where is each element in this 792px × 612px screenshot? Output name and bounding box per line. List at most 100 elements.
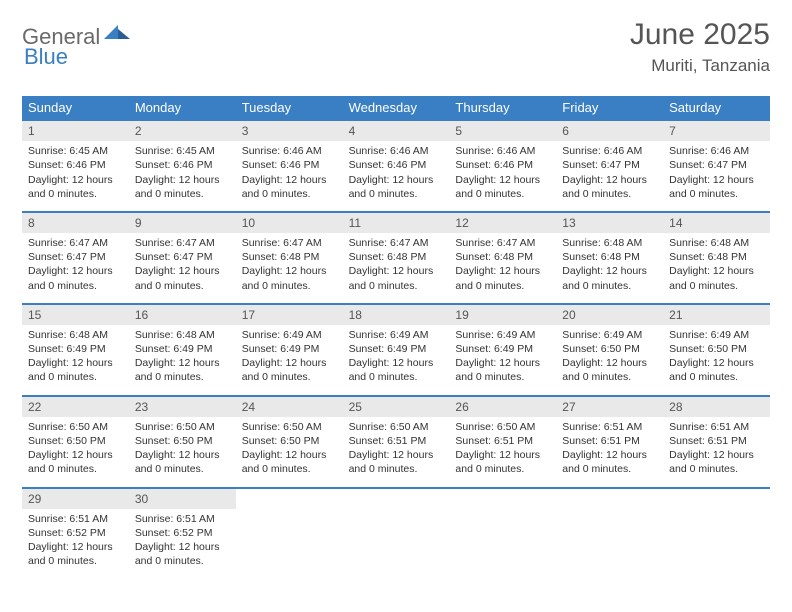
- day-cell: 26 Sunrise: 6:50 AMSunset: 6:51 PMDayligh…: [449, 397, 556, 487]
- sunrise-line: Sunrise: 6:50 AM: [455, 420, 550, 434]
- day-body: Sunrise: 6:46 AMSunset: 6:46 PMDaylight:…: [449, 144, 556, 201]
- weekday-header: Friday: [556, 96, 663, 119]
- day-body: Sunrise: 6:49 AMSunset: 6:50 PMDaylight:…: [663, 328, 770, 385]
- day-cell: 30Sunrise: 6:51 AMSunset: 6:52 PMDayligh…: [129, 489, 236, 579]
- sunrise-line: Sunrise: 6:47 AM: [349, 236, 444, 250]
- sunrise-line: Sunrise: 6:46 AM: [349, 144, 444, 158]
- sunset-line: Sunset: 6:48 PM: [562, 250, 657, 264]
- sunset-line: Sunset: 6:46 PM: [455, 158, 550, 172]
- day-cell: 20Sunrise: 6:49 AMSunset: 6:50 PMDayligh…: [556, 305, 663, 395]
- day-body: Sunrise: 6:50 AMSunset: 6:50 PMDaylight:…: [236, 420, 343, 477]
- sunrise-line: Sunrise: 6:51 AM: [562, 420, 657, 434]
- day-cell: 3Sunrise: 6:46 AMSunset: 6:46 PMDaylight…: [236, 121, 343, 211]
- sunrise-line: Sunrise: 6:50 AM: [135, 420, 230, 434]
- logo-mark-icon: [104, 23, 130, 46]
- daylight-line: Daylight: 12 hours and 0 minutes.: [135, 173, 230, 201]
- daylight-line: Daylight: 12 hours and 0 minutes.: [669, 448, 764, 476]
- weeks-container: 1Sunrise: 6:45 AMSunset: 6:46 PMDaylight…: [22, 119, 770, 578]
- sunset-line: Sunset: 6:48 PM: [455, 250, 550, 264]
- day-number: 17: [236, 305, 343, 325]
- daylight-line: Daylight: 12 hours and 0 minutes.: [562, 356, 657, 384]
- logo-sub: Blue: [22, 44, 68, 70]
- sunrise-line: Sunrise: 6:51 AM: [135, 512, 230, 526]
- day-cell: 4Sunrise: 6:46 AMSunset: 6:46 PMDaylight…: [343, 121, 450, 211]
- weekday-header: Saturday: [663, 96, 770, 119]
- sunrise-line: Sunrise: 6:48 AM: [562, 236, 657, 250]
- empty-cell: [663, 489, 770, 579]
- sunset-line: Sunset: 6:50 PM: [242, 434, 337, 448]
- sunset-line: Sunset: 6:50 PM: [562, 342, 657, 356]
- day-cell: 7Sunrise: 6:46 AMSunset: 6:47 PMDaylight…: [663, 121, 770, 211]
- sunset-line: Sunset: 6:51 PM: [669, 434, 764, 448]
- sunrise-line: Sunrise: 6:49 AM: [242, 328, 337, 342]
- day-number: 18: [343, 305, 450, 325]
- day-body: Sunrise: 6:50 AMSunset: 6:51 PMDaylight:…: [343, 420, 450, 477]
- day-cell: 13 Sunrise: 6:48 AMSunset: 6:48 PMDayligh…: [556, 213, 663, 303]
- sunrise-line: Sunrise: 6:48 AM: [669, 236, 764, 250]
- day-cell: 23Sunrise: 6:50 AMSunset: 6:50 PMDayligh…: [129, 397, 236, 487]
- sunset-line: Sunset: 6:51 PM: [455, 434, 550, 448]
- logo-text-blue: Blue: [24, 44, 68, 69]
- day-cell: 24Sunrise: 6:50 AMSunset: 6:50 PMDayligh…: [236, 397, 343, 487]
- day-body: Sunrise: 6:45 AMSunset: 6:46 PMDaylight:…: [129, 144, 236, 201]
- sunrise-line: Sunrise: 6:47 AM: [135, 236, 230, 250]
- sunset-line: Sunset: 6:46 PM: [135, 158, 230, 172]
- sunrise-line: Sunrise: 6:49 AM: [455, 328, 550, 342]
- day-number: 1: [22, 121, 129, 141]
- day-body: Sunrise: 6:46 AMSunset: 6:46 PMDaylight:…: [343, 144, 450, 201]
- day-cell: 10Sunrise: 6:47 AMSunset: 6:48 PMDayligh…: [236, 213, 343, 303]
- day-number: 28: [663, 397, 770, 417]
- day-body: Sunrise: 6:47 AMSunset: 6:48 PMDaylight:…: [449, 236, 556, 293]
- title-block: June 2025 Muriti, Tanzania: [630, 18, 770, 76]
- daylight-line: Daylight: 12 hours and 0 minutes.: [242, 356, 337, 384]
- day-cell: 16Sunrise: 6:48 AMSunset: 6:49 PMDayligh…: [129, 305, 236, 395]
- day-body: Sunrise: 6:47 AMSunset: 6:47 PMDaylight:…: [22, 236, 129, 293]
- location: Muriti, Tanzania: [630, 56, 770, 76]
- daylight-line: Daylight: 12 hours and 0 minutes.: [455, 356, 550, 384]
- day-cell: 27Sunrise: 6:51 AMSunset: 6:51 PMDayligh…: [556, 397, 663, 487]
- daylight-line: Daylight: 12 hours and 0 minutes.: [242, 264, 337, 292]
- daylight-line: Daylight: 12 hours and 0 minutes.: [135, 540, 230, 568]
- week-row: 8Sunrise: 6:47 AMSunset: 6:47 PMDaylight…: [22, 211, 770, 303]
- daylight-line: Daylight: 12 hours and 0 minutes.: [28, 448, 123, 476]
- day-number: 26: [449, 397, 556, 417]
- weekday-header: Thursday: [449, 96, 556, 119]
- sunrise-line: Sunrise: 6:45 AM: [135, 144, 230, 158]
- weekday-header-row: SundayMondayTuesdayWednesdayThursdayFrid…: [22, 96, 770, 119]
- sunset-line: Sunset: 6:46 PM: [28, 158, 123, 172]
- daylight-line: Daylight: 12 hours and 0 minutes.: [562, 173, 657, 201]
- day-number: 2: [129, 121, 236, 141]
- day-number: 23: [129, 397, 236, 417]
- daylight-line: Daylight: 12 hours and 0 minutes.: [562, 264, 657, 292]
- sunset-line: Sunset: 6:47 PM: [562, 158, 657, 172]
- day-cell: 17Sunrise: 6:49 AMSunset: 6:49 PMDayligh…: [236, 305, 343, 395]
- daylight-line: Daylight: 12 hours and 0 minutes.: [455, 173, 550, 201]
- day-number: 13: [556, 213, 663, 233]
- day-number: 5: [449, 121, 556, 141]
- daylight-line: Daylight: 12 hours and 0 minutes.: [28, 540, 123, 568]
- sunrise-line: Sunrise: 6:47 AM: [28, 236, 123, 250]
- sunset-line: Sunset: 6:52 PM: [135, 526, 230, 540]
- daylight-line: Daylight: 12 hours and 0 minutes.: [28, 173, 123, 201]
- daylight-line: Daylight: 12 hours and 0 minutes.: [349, 173, 444, 201]
- day-body: Sunrise: 6:48 AMSunset: 6:49 PMDaylight:…: [22, 328, 129, 385]
- day-body: Sunrise: 6:51 AMSunset: 6:52 PMDaylight:…: [22, 512, 129, 569]
- day-number: 3: [236, 121, 343, 141]
- day-body: Sunrise: 6:50 AMSunset: 6:51 PMDaylight:…: [449, 420, 556, 477]
- calendar: SundayMondayTuesdayWednesdayThursdayFrid…: [22, 96, 770, 578]
- daylight-line: Daylight: 12 hours and 0 minutes.: [135, 264, 230, 292]
- day-cell: 1Sunrise: 6:45 AMSunset: 6:46 PMDaylight…: [22, 121, 129, 211]
- sunrise-line: Sunrise: 6:48 AM: [28, 328, 123, 342]
- day-cell: 21Sunrise: 6:49 AMSunset: 6:50 PMDayligh…: [663, 305, 770, 395]
- day-body: Sunrise: 6:46 AMSunset: 6:47 PMDaylight:…: [663, 144, 770, 201]
- day-cell: 14Sunrise: 6:48 AMSunset: 6:48 PMDayligh…: [663, 213, 770, 303]
- day-body: Sunrise: 6:47 AMSunset: 6:48 PMDaylight:…: [343, 236, 450, 293]
- day-number: 16: [129, 305, 236, 325]
- day-number: 22: [22, 397, 129, 417]
- sunrise-line: Sunrise: 6:51 AM: [669, 420, 764, 434]
- sunset-line: Sunset: 6:50 PM: [669, 342, 764, 356]
- day-cell: 6Sunrise: 6:46 AMSunset: 6:47 PMDaylight…: [556, 121, 663, 211]
- day-number: 11: [343, 213, 450, 233]
- day-body: Sunrise: 6:51 AMSunset: 6:51 PMDaylight:…: [556, 420, 663, 477]
- day-number: 15: [22, 305, 129, 325]
